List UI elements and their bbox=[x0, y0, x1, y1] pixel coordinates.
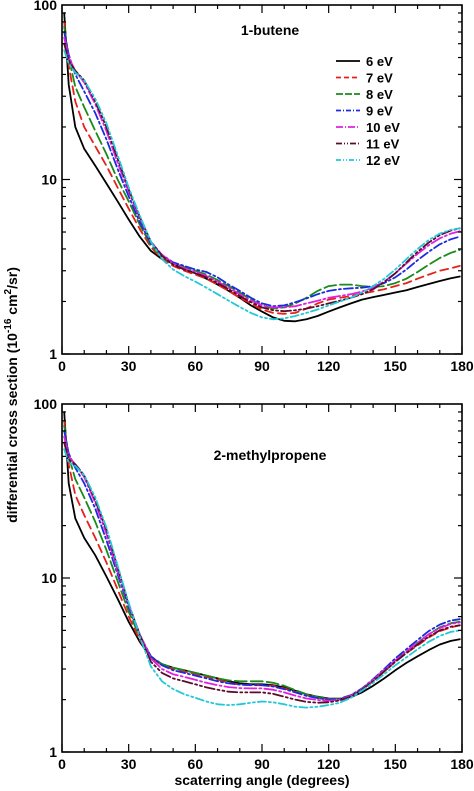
y-tick-label: 1 bbox=[49, 744, 57, 760]
panel-2-methylpropene: 0 30 60 90 120 150 180 1 10 100 2-methylpropene bbox=[34, 396, 474, 772]
legend-label: 10 eV bbox=[366, 120, 400, 135]
x-tick-label: 90 bbox=[254, 358, 270, 374]
series-line-9-eV bbox=[63, 31, 461, 308]
panel-title: 1-butene bbox=[241, 22, 300, 38]
y-tick-label: 1 bbox=[49, 346, 57, 362]
x-tick-label: 90 bbox=[254, 756, 270, 772]
x-tick-label: 180 bbox=[450, 358, 474, 374]
x-tick-label: 120 bbox=[317, 756, 341, 772]
y-axis-label-main: differential cross section (10 bbox=[4, 333, 20, 523]
panel-title: 2-methylpropene bbox=[214, 447, 327, 463]
y-axis-label: differential cross section (10-16 cm2/sr… bbox=[3, 267, 20, 523]
legend-label: 11 eV bbox=[366, 137, 400, 152]
y-tick-label: 100 bbox=[34, 396, 58, 412]
series-group bbox=[63, 411, 461, 709]
series-line-6-eV bbox=[63, 12, 461, 323]
panel-1-butene: 0 30 60 90 120 150 180 1 10 100 1-butene bbox=[34, 0, 474, 374]
x-axis-label: scaterring angle (degrees) bbox=[174, 772, 349, 788]
x-tick-label: 60 bbox=[188, 756, 204, 772]
series-line-11-eV bbox=[63, 441, 461, 704]
series-line-9-eV bbox=[63, 430, 461, 701]
x-tick-label: 180 bbox=[450, 756, 474, 772]
series-line-12-eV bbox=[63, 448, 461, 709]
series-line-11-eV bbox=[63, 42, 461, 313]
y-tick-label: 10 bbox=[41, 172, 57, 188]
legend-label: 6 eV bbox=[366, 54, 393, 69]
y-tick-label: 100 bbox=[34, 0, 58, 13]
series-group bbox=[63, 12, 461, 323]
x-tick-label: 150 bbox=[384, 358, 408, 374]
series-line-7-eV bbox=[63, 21, 461, 315]
legend-label: 9 eV bbox=[366, 104, 393, 119]
x-tick-label: 150 bbox=[384, 756, 408, 772]
y-axis-label-exp2: 2 bbox=[3, 288, 14, 294]
x-tick-label: 30 bbox=[121, 756, 137, 772]
legend-label: 12 eV bbox=[366, 153, 400, 168]
legend-label: 8 eV bbox=[366, 87, 393, 102]
y-axis-label-end: /sr) bbox=[4, 267, 20, 289]
series-line-8-eV bbox=[63, 424, 461, 700]
x-tick-label: 30 bbox=[121, 358, 137, 374]
legend-label: 7 eV bbox=[366, 71, 393, 86]
y-axis-label-exp: -16 bbox=[3, 318, 14, 333]
y-tick-label: 10 bbox=[41, 570, 57, 586]
series-line-12-eV bbox=[63, 49, 461, 321]
y-axis-label-mid: cm bbox=[4, 294, 20, 318]
x-tick-label: 120 bbox=[317, 358, 341, 374]
series-line-10-eV bbox=[63, 435, 461, 702]
x-tick-label: 0 bbox=[58, 358, 66, 374]
x-tick-label: 60 bbox=[188, 358, 204, 374]
series-line-8-eV bbox=[63, 25, 461, 310]
x-tick-label: 0 bbox=[58, 756, 66, 772]
